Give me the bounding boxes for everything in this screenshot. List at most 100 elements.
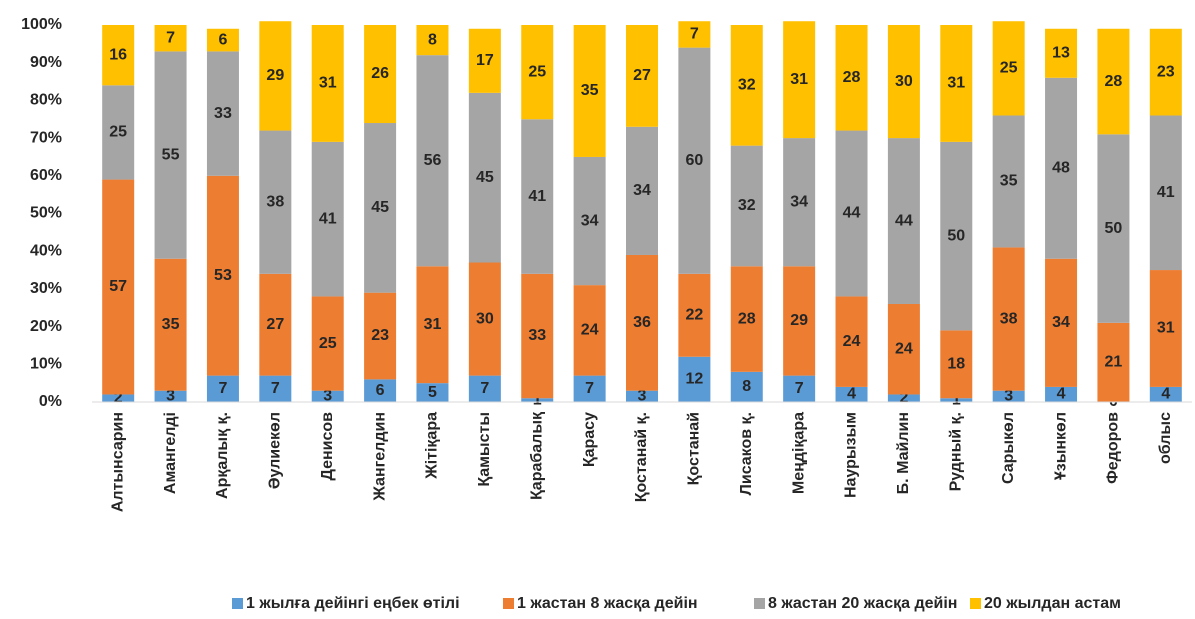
y-tick-label: 10% — [30, 356, 62, 373]
bar-segment — [1149, 28, 1182, 116]
data-label: 27 — [633, 67, 651, 84]
bar-segment — [573, 25, 606, 157]
bar-segment — [1097, 134, 1130, 323]
legend-marker — [232, 598, 243, 609]
bar-segment — [573, 375, 606, 402]
bar-segment — [1149, 386, 1182, 402]
x-tick-label: Қарабалық — [528, 411, 545, 500]
data-label: 35 — [581, 82, 599, 99]
data-label: 5 — [428, 384, 437, 401]
data-label: 60 — [685, 152, 703, 169]
bar-segment — [311, 296, 344, 391]
data-label: 18 — [947, 356, 965, 373]
data-label: 24 — [895, 340, 913, 357]
bar-segment — [154, 258, 187, 391]
bar-segment — [259, 273, 292, 376]
data-label: 3 — [166, 388, 175, 405]
bar-segment — [573, 285, 606, 376]
bar-segment — [206, 375, 239, 402]
bar-segment — [1045, 28, 1078, 78]
y-tick-label: 70% — [30, 129, 62, 146]
data-label: 38 — [1000, 310, 1018, 327]
bar-segment — [468, 262, 501, 376]
data-label: 7 — [480, 380, 489, 397]
data-label: 21 — [1105, 354, 1123, 371]
bar-segment — [887, 138, 920, 304]
x-tick-label: Меңдіқара — [790, 412, 807, 494]
y-tick-label: 80% — [30, 92, 62, 109]
data-label: 31 — [947, 75, 965, 92]
data-label: 22 — [685, 307, 703, 324]
data-label: 32 — [738, 77, 756, 94]
data-label: 53 — [214, 267, 232, 284]
legend-label: 1 жастан 8 жасқа дейін — [517, 595, 698, 612]
data-label: 8 — [428, 31, 437, 48]
bar-segment — [102, 85, 135, 180]
bar-segment — [468, 375, 501, 402]
y-tick-label: 30% — [30, 280, 62, 297]
legend-marker — [970, 598, 981, 609]
data-label: 6 — [376, 382, 385, 399]
y-tick-label: 100% — [21, 16, 62, 33]
legend-marker — [754, 598, 765, 609]
data-label: 7 — [795, 380, 804, 397]
data-label: 35 — [1000, 173, 1018, 190]
data-label: 41 — [528, 188, 546, 205]
y-tick-label: 60% — [30, 167, 62, 184]
bar-segment — [311, 141, 344, 297]
bar-segment — [468, 28, 501, 93]
bar-segment — [1149, 270, 1182, 387]
bar-segment — [311, 390, 344, 402]
data-label: 36 — [633, 314, 651, 331]
data-label: 34 — [790, 193, 808, 210]
bar-segment — [1149, 115, 1182, 271]
bar-segment — [835, 386, 868, 402]
x-tick-label: Қамысты — [476, 412, 493, 487]
x-tick-label: Ұзынкөл — [1052, 412, 1069, 480]
data-label: 34 — [1052, 314, 1070, 331]
x-tick-label: Алтынсарин — [109, 412, 126, 512]
data-label: 34 — [633, 182, 651, 199]
data-label: 31 — [1157, 320, 1175, 337]
bar-segment — [416, 25, 449, 56]
bar-segment — [887, 394, 920, 402]
bar-segment — [521, 119, 554, 274]
data-label: 50 — [1105, 220, 1123, 237]
x-tick-label: Арқалық қ. — [214, 412, 231, 499]
bar-segment — [626, 25, 658, 127]
bar-segment — [102, 25, 135, 86]
data-label: 33 — [214, 105, 232, 122]
bar-segment — [940, 141, 973, 331]
data-label: 30 — [476, 310, 494, 327]
data-label: 31 — [424, 316, 442, 333]
data-label: 41 — [1157, 184, 1175, 201]
y-tick-label: 50% — [30, 205, 62, 222]
bar-segment — [783, 138, 816, 267]
x-tick-label: Жітіқара — [424, 412, 441, 480]
x-tick-label: Қостанай — [686, 412, 703, 485]
bar-segment — [154, 51, 187, 259]
x-tick-label: Федоров — [1105, 412, 1122, 484]
data-label: 44 — [843, 205, 861, 222]
y-tick-label: 20% — [30, 318, 62, 335]
x-tick-label: Рудный қ. — [948, 412, 965, 491]
bar-segment — [1097, 28, 1130, 135]
data-label: 1 — [533, 391, 542, 408]
data-label: 57 — [109, 278, 127, 295]
data-label: 4 — [847, 386, 856, 403]
bar-segment — [364, 25, 397, 124]
data-label: 32 — [738, 197, 756, 214]
bar-segment — [678, 21, 711, 48]
data-label: 3 — [1004, 388, 1013, 405]
data-label: 28 — [738, 310, 756, 327]
data-label: 30 — [895, 73, 913, 90]
data-label: 2 — [899, 389, 908, 406]
legend-label: 8 жастан 20 жасқа дейін — [768, 595, 957, 612]
bar-segment — [992, 247, 1025, 391]
bar-segment — [678, 273, 711, 357]
bar-segment — [678, 47, 711, 274]
x-tick-label: Қарасу — [581, 412, 598, 467]
data-label: 3 — [638, 388, 647, 405]
data-label: 8 — [742, 378, 751, 395]
